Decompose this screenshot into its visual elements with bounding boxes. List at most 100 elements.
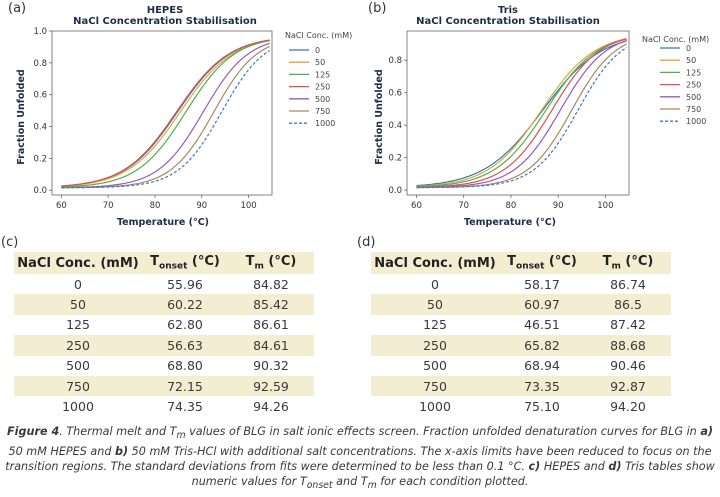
x-tick-label: 100 bbox=[240, 201, 256, 211]
cell-tonset: 75.10 bbox=[524, 399, 560, 415]
cell-tonset: 68.80 bbox=[167, 358, 203, 374]
table-row: 125 46.51 87.42 bbox=[371, 315, 671, 335]
y-tick-label: 0.6 bbox=[388, 89, 402, 99]
x-tick-label: 70 bbox=[458, 201, 469, 211]
panel-label-d: (d) bbox=[357, 235, 376, 250]
legend-label: 125 bbox=[315, 70, 330, 79]
x-tick-label: 90 bbox=[196, 201, 207, 211]
cell-tm: 94.20 bbox=[610, 399, 646, 415]
col-header-tonset: Tonset (°C) bbox=[499, 252, 585, 274]
table-row: 500 68.94 90.46 bbox=[371, 356, 671, 376]
series-line-50 bbox=[416, 38, 627, 187]
chart-subtitle: NaCl Concentration Stabilisation bbox=[73, 16, 257, 27]
y-tick-label: 0.4 bbox=[33, 123, 47, 133]
cell-tonset: 65.82 bbox=[499, 335, 585, 356]
chart-tris: Tris NaCl Concentration Stabilisation Te… bbox=[374, 5, 709, 228]
table-row: 250 56.63 84.61 bbox=[14, 335, 314, 356]
x-axis-label: Temperature (°C) bbox=[117, 217, 209, 228]
cell-tm: 90.46 bbox=[610, 358, 646, 374]
cell-nacl: 750 bbox=[371, 375, 499, 397]
legend-label: 0 bbox=[315, 46, 320, 55]
legend-label: 1000 bbox=[315, 119, 335, 128]
series-line-500 bbox=[61, 42, 270, 189]
y-axis-label: Fraction Unfolded bbox=[16, 69, 27, 164]
cell-tm: 84.82 bbox=[253, 276, 289, 292]
cell-nacl: 0 bbox=[431, 276, 439, 292]
cell-nacl: 125 bbox=[66, 317, 90, 333]
x-tick-label: 70 bbox=[103, 201, 114, 211]
table-header-row: NaCl Conc. (mM) Tonset (°C) Tm (°C) bbox=[14, 252, 314, 274]
legend-label: 50 bbox=[315, 58, 325, 67]
cell-tm: 90.32 bbox=[253, 358, 289, 374]
table-row: 750 72.15 92.59 bbox=[14, 375, 314, 397]
cell-tm: 92.87 bbox=[585, 375, 671, 397]
cell-nacl: 250 bbox=[14, 335, 142, 356]
legend-label: 250 bbox=[686, 81, 701, 90]
y-tick-label: 0.6 bbox=[33, 91, 47, 101]
cell-nacl: 250 bbox=[371, 335, 499, 356]
cell-tm: 87.42 bbox=[610, 317, 646, 333]
legend-title: NaCl Conc. (mM) bbox=[642, 35, 709, 44]
x-tick-label: 90 bbox=[553, 201, 564, 211]
chart-subtitle: NaCl Concentration Stabilisation bbox=[416, 16, 600, 27]
table-row: 125 62.80 86.61 bbox=[14, 315, 314, 335]
table-row: 50 60.22 85.42 bbox=[14, 294, 314, 315]
series-line-125 bbox=[416, 38, 627, 188]
caption-figure-label: Figure 4 bbox=[7, 425, 60, 438]
y-tick-label: 0.4 bbox=[388, 121, 402, 131]
cell-nacl: 500 bbox=[66, 358, 90, 374]
series-line-250 bbox=[416, 38, 627, 188]
cell-tonset: 60.97 bbox=[499, 294, 585, 315]
legend-label: 500 bbox=[686, 93, 701, 102]
cell-tm: 86.61 bbox=[253, 317, 289, 333]
cell-tm: 88.68 bbox=[585, 335, 671, 356]
cell-tonset: 56.63 bbox=[142, 335, 228, 356]
table-hepes: NaCl Conc. (mM) Tonset (°C) Tm (°C) 0 55.… bbox=[14, 252, 314, 417]
cell-tonset: 73.35 bbox=[499, 375, 585, 397]
x-tick-label: 60 bbox=[56, 201, 67, 211]
col-header-nacl: NaCl Conc. (mM) bbox=[14, 252, 142, 274]
legend-label: 0 bbox=[686, 44, 691, 53]
y-tick-label: 0.8 bbox=[388, 56, 402, 66]
cell-tonset: 72.15 bbox=[142, 375, 228, 397]
table-row: 1000 74.35 94.26 bbox=[14, 396, 314, 416]
chart-title: Tris bbox=[498, 5, 518, 16]
figure-caption: Figure 4. Thermal melt and Tm values of … bbox=[5, 425, 715, 492]
series-line-50 bbox=[61, 40, 270, 187]
y-tick-label: 0.8 bbox=[33, 59, 47, 69]
panel-label-c: (c) bbox=[1, 235, 19, 250]
cell-nacl: 1000 bbox=[62, 399, 94, 415]
table-row: 1000 75.10 94.20 bbox=[371, 396, 671, 416]
plot-frame bbox=[406, 30, 630, 196]
cell-tonset: 74.35 bbox=[167, 399, 203, 415]
cell-nacl: 1000 bbox=[419, 399, 451, 415]
series-line-250 bbox=[61, 39, 270, 187]
table-row: 0 58.17 86.74 bbox=[371, 274, 671, 294]
cell-tonset: 55.96 bbox=[167, 276, 203, 292]
col-header-tm: Tm (°C) bbox=[228, 252, 314, 274]
table-row: 250 65.82 88.68 bbox=[371, 335, 671, 356]
series-line-750 bbox=[61, 45, 270, 189]
table-tris: NaCl Conc. (mM) Tonset (°C) Tm (°C) 0 58.… bbox=[371, 252, 671, 417]
legend-label: 50 bbox=[686, 56, 696, 65]
series-line-500 bbox=[416, 39, 627, 189]
y-axis-label: Fraction Unfolded bbox=[374, 69, 385, 164]
cell-tm: 86.74 bbox=[610, 276, 646, 292]
x-tick-label: 60 bbox=[411, 201, 422, 211]
cell-tonset: 58.17 bbox=[524, 276, 560, 292]
cell-tm: 92.59 bbox=[228, 375, 314, 397]
table-header-row: NaCl Conc. (mM) Tonset (°C) Tm (°C) bbox=[371, 252, 671, 274]
table-row: 500 68.80 90.32 bbox=[14, 356, 314, 376]
cell-nacl: 0 bbox=[74, 276, 82, 292]
cell-tonset: 60.22 bbox=[142, 294, 228, 315]
plot-frame bbox=[51, 30, 273, 196]
table-row: 750 73.35 92.87 bbox=[371, 375, 671, 397]
series-line-1000 bbox=[416, 47, 627, 189]
cell-tm: 85.42 bbox=[228, 294, 314, 315]
y-tick-label: 0.2 bbox=[388, 154, 402, 164]
col-header-tm: Tm (°C) bbox=[585, 252, 671, 274]
cell-nacl: 750 bbox=[14, 375, 142, 397]
y-tick-label: 1.0 bbox=[33, 27, 47, 37]
chart-title: HEPES bbox=[147, 5, 184, 16]
x-axis-label: Temperature (°C) bbox=[464, 217, 556, 228]
